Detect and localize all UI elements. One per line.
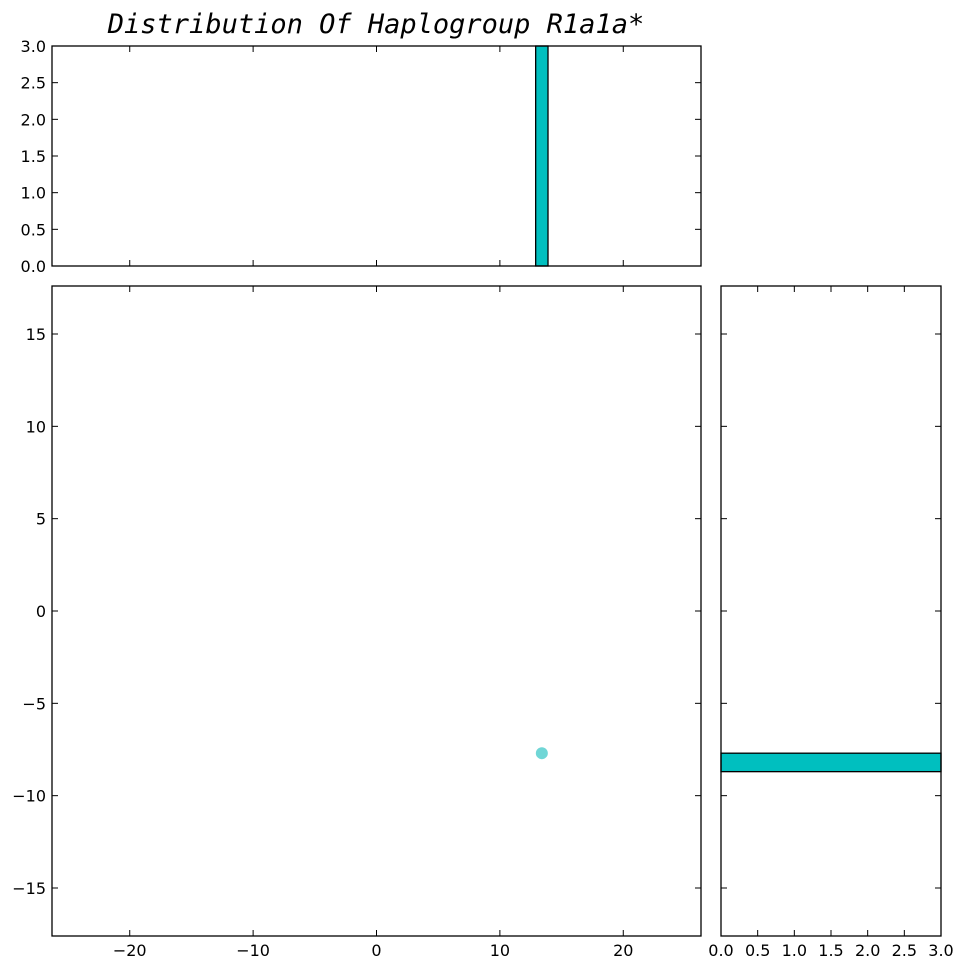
y-histogram-bar	[720, 752, 942, 773]
y-histogram-panel: 0.0 0.5 1.0 1.5 2.0 2.5 3.0	[708, 285, 954, 960]
x-histogram-y-tick-label: 1.5	[21, 147, 46, 166]
x-histogram-y-tick-label: 2.0	[21, 110, 46, 129]
scatter-x-tick-label: 0	[371, 941, 381, 960]
scatter-x-tick-label: −20	[113, 941, 147, 960]
x-histogram-y-tick-label: 0.5	[21, 220, 46, 239]
y-histogram-x-tick-label: 1.5	[818, 941, 843, 960]
scatter-x-tick-label: 10	[490, 941, 510, 960]
x-histogram-bar	[535, 45, 549, 267]
x-histogram-y-tick-label: 1.0	[21, 184, 46, 203]
scatter-x-tick-label: −10	[236, 941, 270, 960]
scatter-ticks: −20 −10 0 10 20 −15 −10 −5 0 5 10 15	[12, 286, 701, 960]
x-histogram-panel: 0.0 0.5 1.0 1.5 2.0 2.5 3.0	[21, 37, 702, 276]
scatter-y-tick-label: 10	[26, 417, 46, 436]
scatter-y-tick-label: 15	[26, 325, 46, 344]
scatter-y-tick-label: 5	[36, 510, 46, 529]
scatter-x-tick-label: 20	[613, 941, 633, 960]
x-histogram-ticks: 0.0 0.5 1.0 1.5 2.0 2.5 3.0	[21, 37, 701, 276]
scatter-panel: −20 −10 0 10 20 −15 −10 −5 0 5 10 15	[12, 285, 702, 960]
scatter-y-tick-label: −5	[22, 694, 46, 713]
x-histogram-frame	[51, 45, 702, 267]
y-histogram-x-tick-label: 0.5	[745, 941, 770, 960]
y-histogram-x-tick-label: 0.0	[708, 941, 733, 960]
y-histogram-x-tick-label: 2.0	[855, 941, 880, 960]
y-histogram-ticks: 0.0 0.5 1.0 1.5 2.0 2.5 3.0	[708, 286, 954, 960]
scatter-point	[535, 747, 548, 760]
y-histogram-x-tick-label: 2.5	[892, 941, 917, 960]
y-histogram-x-tick-label: 3.0	[928, 941, 953, 960]
y-histogram-frame	[720, 285, 942, 937]
x-histogram-y-tick-label: 3.0	[21, 37, 46, 56]
scatter-y-tick-label: 0	[36, 602, 46, 621]
x-histogram-bars	[535, 45, 549, 267]
scatter-frame	[51, 285, 702, 937]
scatter-y-tick-label: −15	[12, 879, 46, 898]
x-histogram-y-tick-label: 0.0	[21, 257, 46, 276]
y-histogram-bars	[720, 752, 942, 773]
x-histogram-y-tick-label: 2.5	[21, 74, 46, 93]
scatter-y-tick-label: −10	[12, 787, 46, 806]
chart-title: Distribution Of Haplogroup R1a1a*	[107, 9, 644, 40]
y-histogram-x-tick-label: 1.0	[782, 941, 807, 960]
scatter-points	[535, 747, 548, 760]
